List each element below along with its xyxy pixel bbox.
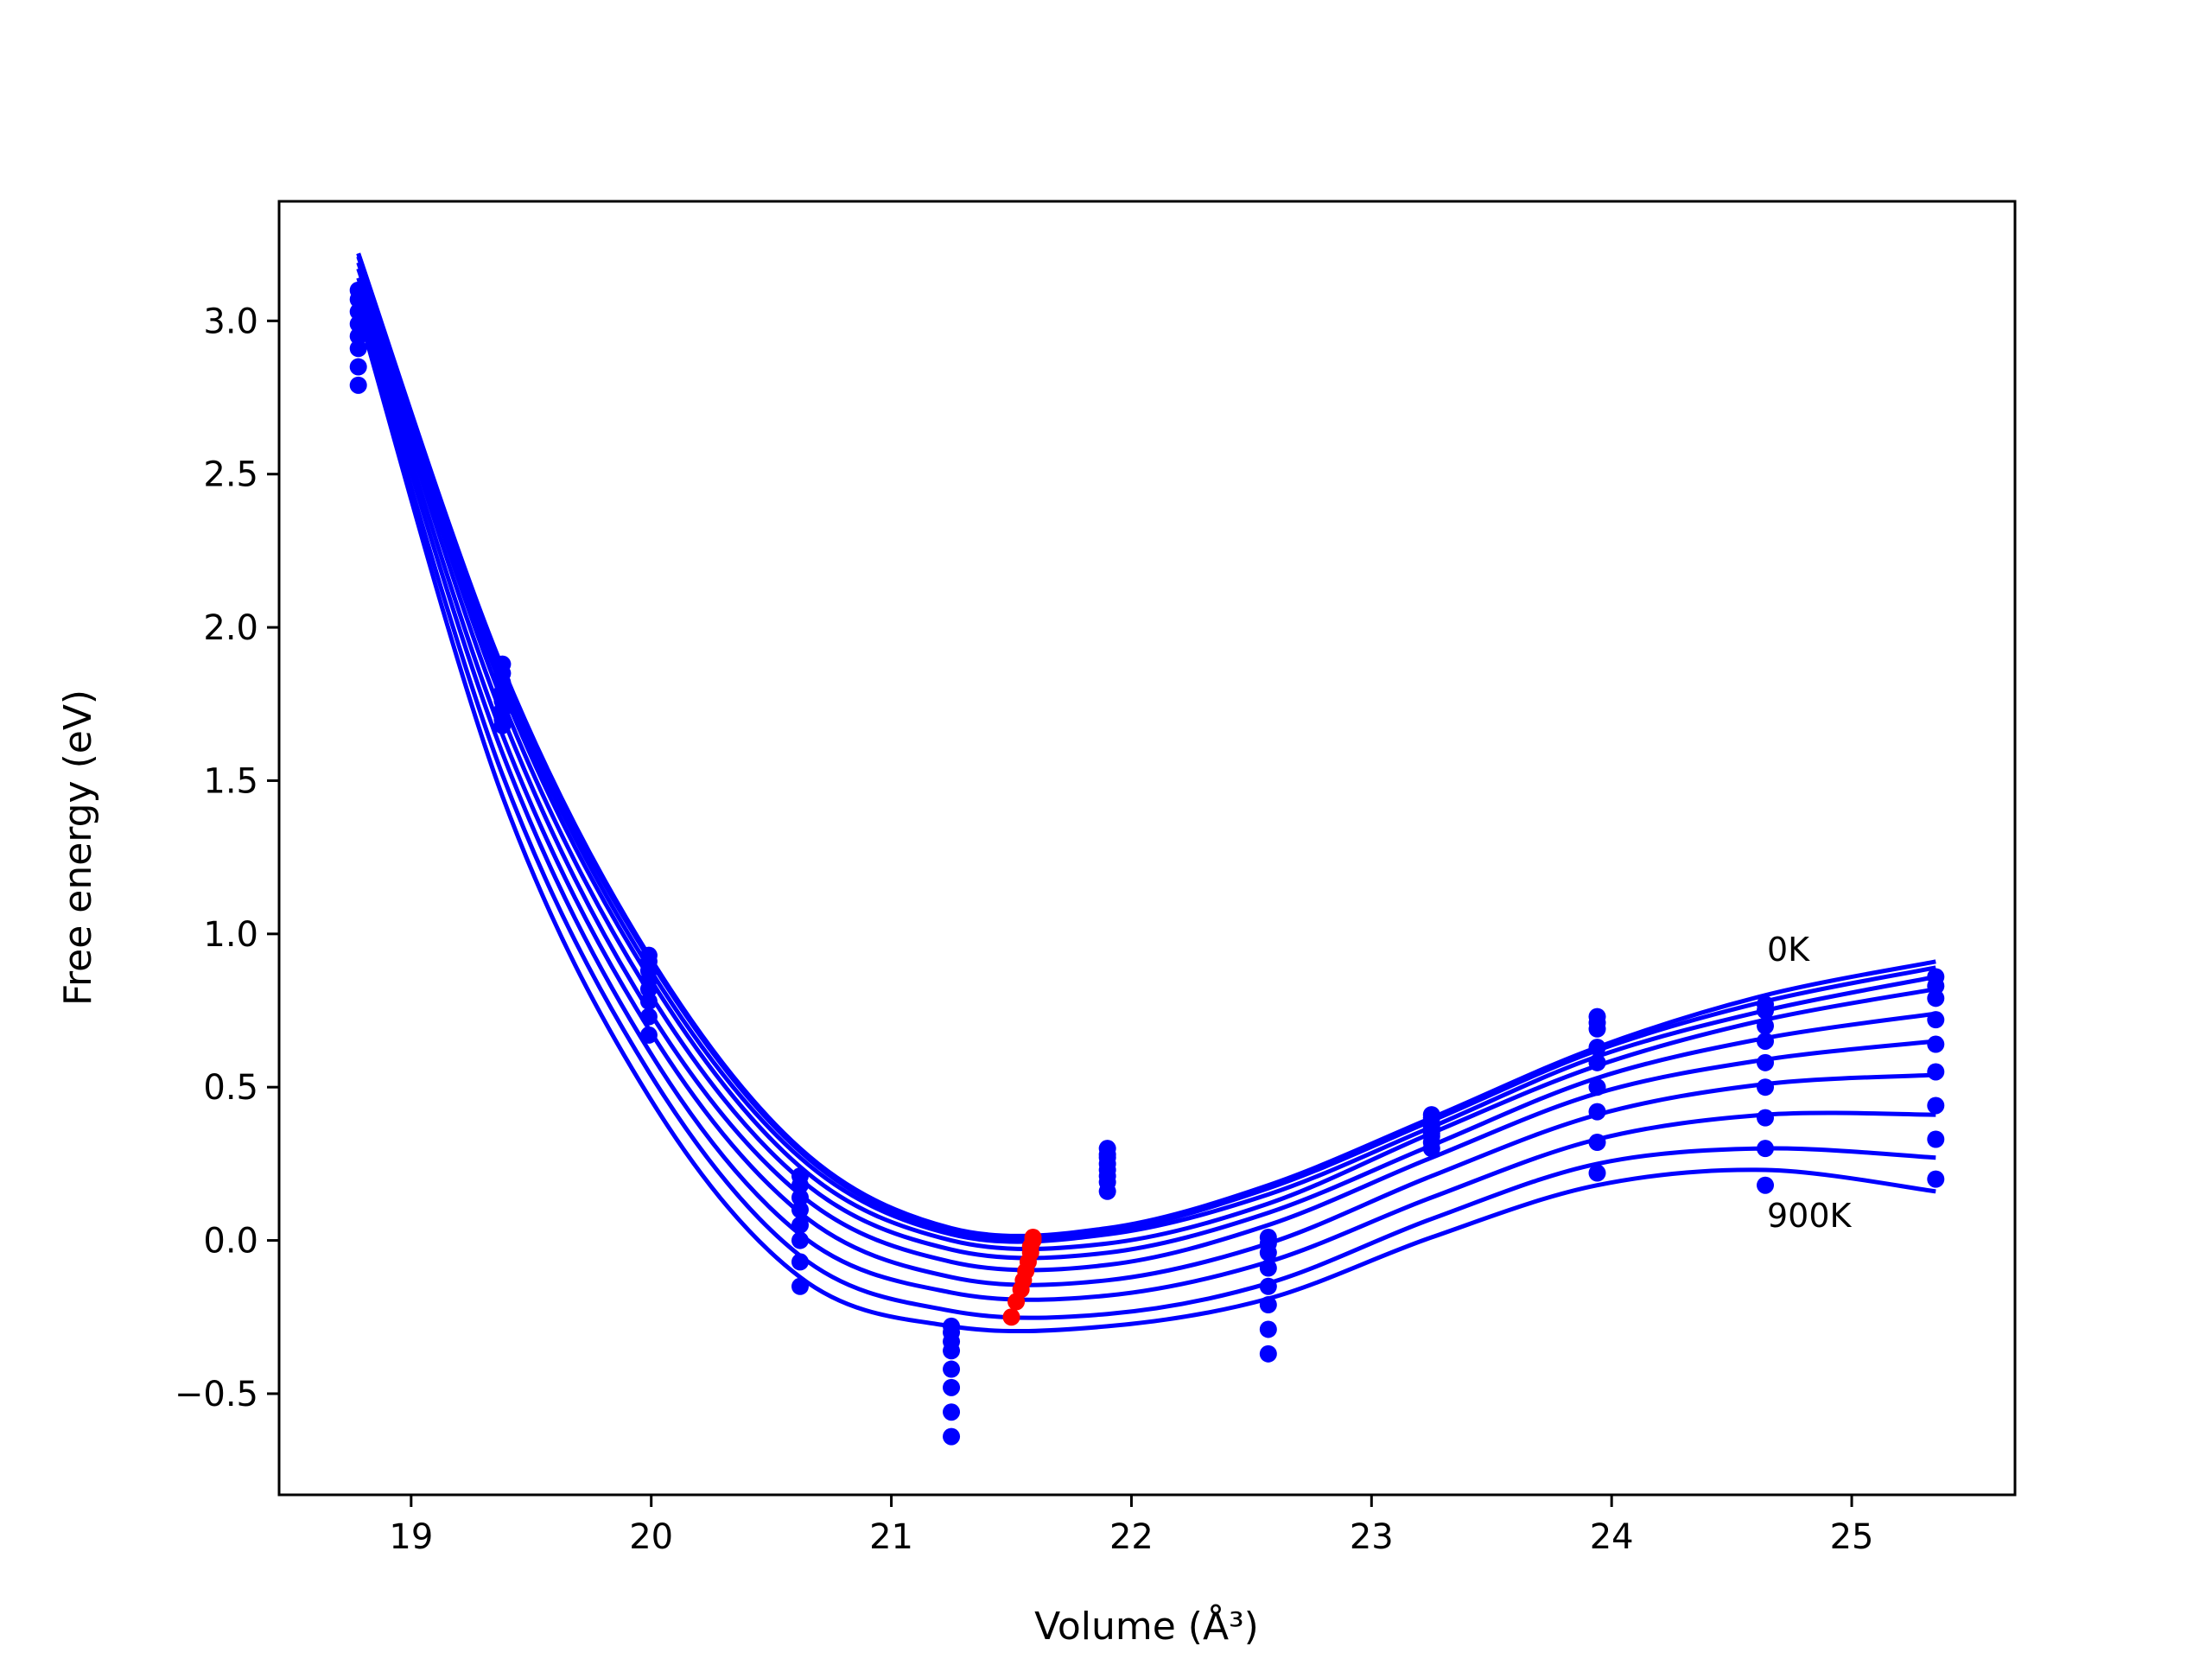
data-point <box>349 340 367 358</box>
data-point <box>943 1360 961 1378</box>
y-axis: −0.5 0.0 0.5 1.0 1.5 2.0 2.5 3.0 <box>175 302 279 1414</box>
data-point <box>1588 1134 1606 1152</box>
minima-layer <box>1002 1229 1042 1326</box>
data-point <box>1588 1039 1606 1057</box>
data-point <box>1927 989 1945 1007</box>
data-point <box>1588 1020 1606 1038</box>
minimum-point <box>1007 1293 1026 1311</box>
fit-curve-6 <box>356 286 1936 1287</box>
x-tick-label: 20 <box>629 1517 673 1557</box>
data-point <box>1757 1053 1775 1071</box>
y-tick-label: 0.0 <box>203 1222 258 1262</box>
data-point <box>1927 1130 1945 1148</box>
y-axis-label: Free energy (eV) <box>56 690 100 1006</box>
x-tick-label: 19 <box>389 1517 433 1557</box>
data-point <box>943 1403 961 1421</box>
annotation-900k: 900K <box>1767 1197 1853 1235</box>
data-point <box>639 980 658 998</box>
data-point <box>349 290 367 308</box>
data-point <box>1259 1243 1277 1262</box>
data-point <box>791 1216 809 1234</box>
fit-curve-9 <box>356 310 1936 1334</box>
data-point <box>1757 1109 1775 1127</box>
x-tick-label: 24 <box>1590 1517 1634 1557</box>
data-point <box>639 1026 658 1044</box>
data-point <box>349 327 367 346</box>
data-point <box>791 1231 809 1249</box>
minimum-point <box>1002 1308 1020 1326</box>
data-point <box>1259 1277 1277 1295</box>
data-point <box>1927 1063 1945 1081</box>
x-tick-label: 21 <box>869 1517 913 1557</box>
fit-curve-8 <box>356 304 1936 1320</box>
data-point <box>1259 1296 1277 1314</box>
data-point <box>349 302 367 321</box>
data-point <box>1927 1035 1945 1053</box>
data-point <box>1757 1078 1775 1096</box>
x-axis-label: Volume (Å³) <box>1034 1603 1259 1649</box>
data-point <box>1927 1011 1945 1029</box>
data-point <box>791 1277 809 1295</box>
data-point <box>1588 1103 1606 1121</box>
y-tick-label: 3.0 <box>203 302 258 341</box>
data-point <box>1422 1140 1440 1158</box>
y-tick-label: 1.0 <box>203 915 258 955</box>
data-point <box>791 1188 809 1206</box>
data-point <box>639 1007 658 1026</box>
y-tick-label: 2.0 <box>203 608 258 648</box>
data-point <box>1259 1320 1277 1338</box>
x-tick-label: 23 <box>1350 1517 1394 1557</box>
data-point <box>1259 1344 1277 1363</box>
data-point <box>1588 1078 1606 1096</box>
data-point <box>1098 1182 1116 1200</box>
data-point <box>349 376 367 394</box>
data-point <box>1927 977 1945 995</box>
x-tick-label: 22 <box>1109 1517 1154 1557</box>
data-point <box>1757 1017 1775 1035</box>
y-tick-label: 2.5 <box>203 455 258 495</box>
data-point <box>791 1253 809 1271</box>
data-point <box>791 1176 809 1194</box>
fit-curve-7 <box>356 296 1936 1302</box>
data-point <box>1757 1140 1775 1158</box>
data-point <box>1588 1164 1606 1182</box>
data-point <box>1927 1096 1945 1115</box>
data-point <box>943 1378 961 1396</box>
x-axis: 19 20 21 22 23 24 25 <box>389 1495 1874 1557</box>
data-point <box>943 1427 961 1446</box>
data-point <box>493 716 512 734</box>
y-tick-label: 0.5 <box>203 1068 258 1108</box>
data-point <box>349 315 367 333</box>
x-tick-label: 25 <box>1830 1517 1874 1557</box>
data-point <box>639 992 658 1010</box>
y-tick-label: 1.5 <box>203 761 258 801</box>
y-tick-label: −0.5 <box>175 1375 258 1414</box>
plot-frame <box>277 200 2017 1497</box>
annotation-0k: 0K <box>1767 931 1810 969</box>
data-point <box>1259 1259 1277 1277</box>
data-point <box>1757 1032 1775 1050</box>
data-point <box>791 1201 809 1219</box>
points-layer <box>349 281 1945 1446</box>
data-point <box>349 358 367 376</box>
data-point <box>1757 1176 1775 1194</box>
data-point <box>943 1342 961 1360</box>
data-point <box>1927 1170 1945 1188</box>
data-point <box>1588 1053 1606 1071</box>
data-point <box>1757 1001 1775 1020</box>
